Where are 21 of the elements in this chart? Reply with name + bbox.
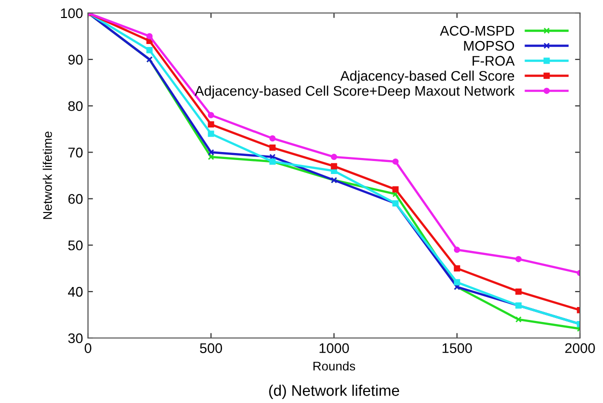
y-tick-label: 100 xyxy=(61,8,83,18)
y-tick-label: 90 xyxy=(68,54,83,65)
y-tick-label: 70 xyxy=(68,148,83,158)
x-tick-label: 2000 xyxy=(565,343,595,354)
y-tick-label: 40 xyxy=(68,286,83,297)
x-tick-label: 0 xyxy=(84,343,92,354)
x-axis-title: Rounds xyxy=(313,361,356,371)
y-tick-label: 50 xyxy=(68,240,83,250)
legend-label: MOPSO xyxy=(464,40,514,51)
x-tick-label: 500 xyxy=(200,343,222,354)
x-tick-label: 1500 xyxy=(442,343,472,354)
legend-label: ACO-MSPD xyxy=(440,26,514,36)
y-tick-label: 30 xyxy=(68,333,83,344)
y-tick-label: 80 xyxy=(68,101,83,112)
legend-label: Adjacency-based Cell Score xyxy=(340,70,514,84)
text: (d) Network lifetime xyxy=(269,384,400,399)
legend-label: Adjacency-based Cell Score+Deep Maxout Network xyxy=(194,86,515,99)
legend-label: F-ROA xyxy=(472,56,515,66)
x-tick-label: 1000 xyxy=(320,343,349,354)
y-tick-label: 60 xyxy=(68,194,83,204)
y-axis-title: Network lifetime xyxy=(42,132,52,219)
